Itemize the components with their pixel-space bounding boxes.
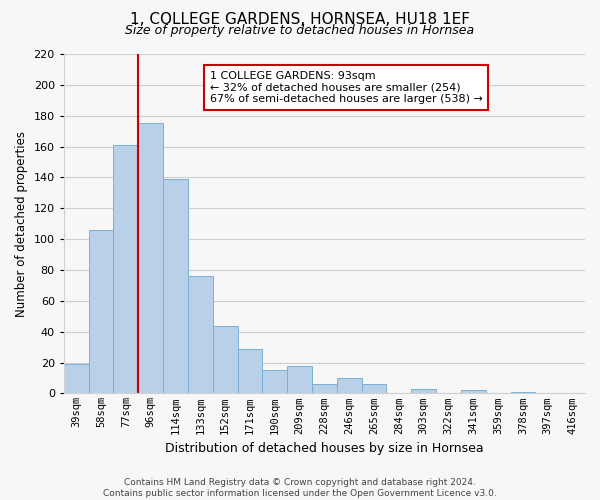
Text: Contains HM Land Registry data © Crown copyright and database right 2024.
Contai: Contains HM Land Registry data © Crown c…	[103, 478, 497, 498]
X-axis label: Distribution of detached houses by size in Hornsea: Distribution of detached houses by size …	[165, 442, 484, 455]
Bar	[287, 366, 312, 394]
Text: Size of property relative to detached houses in Hornsea: Size of property relative to detached ho…	[125, 24, 475, 37]
Text: 1 COLLEGE GARDENS: 93sqm
← 32% of detached houses are smaller (254)
67% of semi-: 1 COLLEGE GARDENS: 93sqm ← 32% of detach…	[210, 71, 482, 104]
Bar	[511, 392, 535, 394]
Bar	[411, 389, 436, 394]
Bar	[312, 384, 337, 394]
Bar	[461, 390, 486, 394]
Bar	[138, 124, 163, 394]
Bar	[262, 370, 287, 394]
Bar	[188, 276, 213, 394]
Text: 1, COLLEGE GARDENS, HORNSEA, HU18 1EF: 1, COLLEGE GARDENS, HORNSEA, HU18 1EF	[130, 12, 470, 28]
Bar	[337, 378, 362, 394]
Bar	[238, 348, 262, 394]
Bar	[89, 230, 113, 394]
Bar	[213, 326, 238, 394]
Bar	[113, 145, 138, 394]
Y-axis label: Number of detached properties: Number of detached properties	[15, 130, 28, 316]
Bar	[64, 364, 89, 394]
Bar	[163, 179, 188, 394]
Bar	[362, 384, 386, 394]
